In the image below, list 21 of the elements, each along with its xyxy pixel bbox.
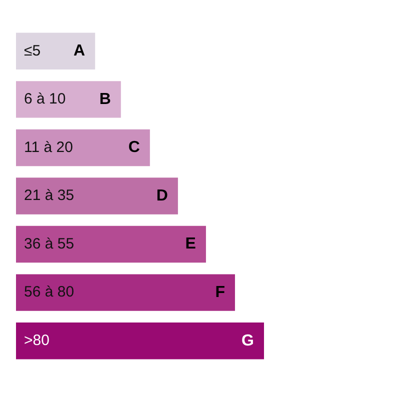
annotation: E: [185, 236, 196, 253]
bar: [16, 81, 121, 118]
y-tick-label: 11 à 20: [24, 138, 73, 156]
y-tick-label: >80: [24, 332, 50, 349]
annotation: C: [128, 139, 140, 156]
y-tick-label: 21 à 35: [24, 187, 74, 204]
y-tick-label: 6 à 10: [24, 90, 66, 108]
y-tick-label: 56 à 80: [24, 284, 74, 301]
bar: [16, 32, 96, 70]
annotation: B: [99, 90, 111, 108]
annotation: G: [242, 332, 254, 350]
bar: [16, 129, 150, 166]
annotation: F: [215, 284, 226, 301]
annotation: A: [74, 42, 86, 60]
annotation: D: [156, 187, 168, 204]
y-tick-label: ≤5: [24, 42, 41, 60]
bar: [16, 226, 206, 263]
bar: [16, 274, 235, 311]
bar: [16, 178, 178, 214]
y-tick-label: 36 à 55: [24, 235, 74, 252]
bar: [16, 322, 264, 360]
